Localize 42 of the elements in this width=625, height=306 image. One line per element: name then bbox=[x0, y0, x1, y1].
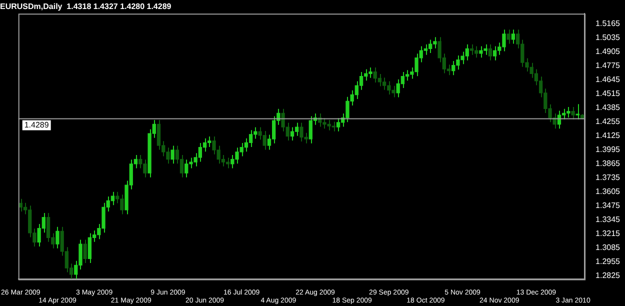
candlestick bbox=[110, 191, 115, 206]
y-tick-label: 1.3865 bbox=[596, 159, 621, 168]
candlestick bbox=[424, 44, 428, 56]
candlestick bbox=[170, 145, 174, 164]
y-tick-label: 1.5035 bbox=[596, 33, 621, 42]
candlestick bbox=[83, 239, 87, 264]
y-tick-label: 1.2955 bbox=[596, 257, 621, 266]
candlestick bbox=[492, 46, 497, 61]
chart-title: EURUSDm,Daily 1.4318 1.4327 1.4280 1.4289 bbox=[0, 2, 172, 12]
candlestick bbox=[488, 44, 492, 61]
y-tick-label: 1.3735 bbox=[596, 173, 621, 182]
candlestick bbox=[571, 106, 575, 120]
y-tick-label: 1.4515 bbox=[596, 89, 621, 98]
candlestick bbox=[244, 138, 248, 152]
y-tick-label: 1.3215 bbox=[596, 229, 621, 238]
y-tick-label: 1.3085 bbox=[596, 243, 621, 252]
y-tick-label: 1.3995 bbox=[596, 145, 621, 154]
candlestick bbox=[511, 29, 516, 44]
candlestick bbox=[336, 118, 340, 132]
y-tick-label: 1.2825 bbox=[596, 271, 621, 280]
candlestick bbox=[400, 72, 405, 89]
candlestick bbox=[46, 212, 50, 242]
candlestick bbox=[56, 226, 60, 249]
y-tick-label: 1.5165 bbox=[596, 19, 621, 28]
candlestick bbox=[506, 29, 510, 44]
y-tick-label: 1.4645 bbox=[596, 75, 621, 84]
candlestick bbox=[88, 232, 92, 264]
candlestick bbox=[382, 77, 386, 90]
y-tick-label: 1.4385 bbox=[596, 103, 621, 112]
y-tick-label: 1.4775 bbox=[596, 61, 621, 70]
candlestick bbox=[248, 130, 253, 148]
candlestick bbox=[470, 44, 474, 56]
y-tick-label: 1.3345 bbox=[596, 215, 621, 224]
candlestick bbox=[156, 119, 161, 150]
y-tick-label: 1.3605 bbox=[596, 187, 621, 196]
y-tick-label: 1.4255 bbox=[596, 117, 621, 126]
y-tick-label: 1.4905 bbox=[596, 47, 621, 56]
ref-line-label: 1.4289 bbox=[24, 120, 50, 130]
candlestick bbox=[226, 157, 230, 169]
y-tick-label: 1.3475 bbox=[596, 201, 621, 210]
y-tick-label: 1.4125 bbox=[596, 131, 621, 140]
candlestick bbox=[290, 126, 294, 142]
